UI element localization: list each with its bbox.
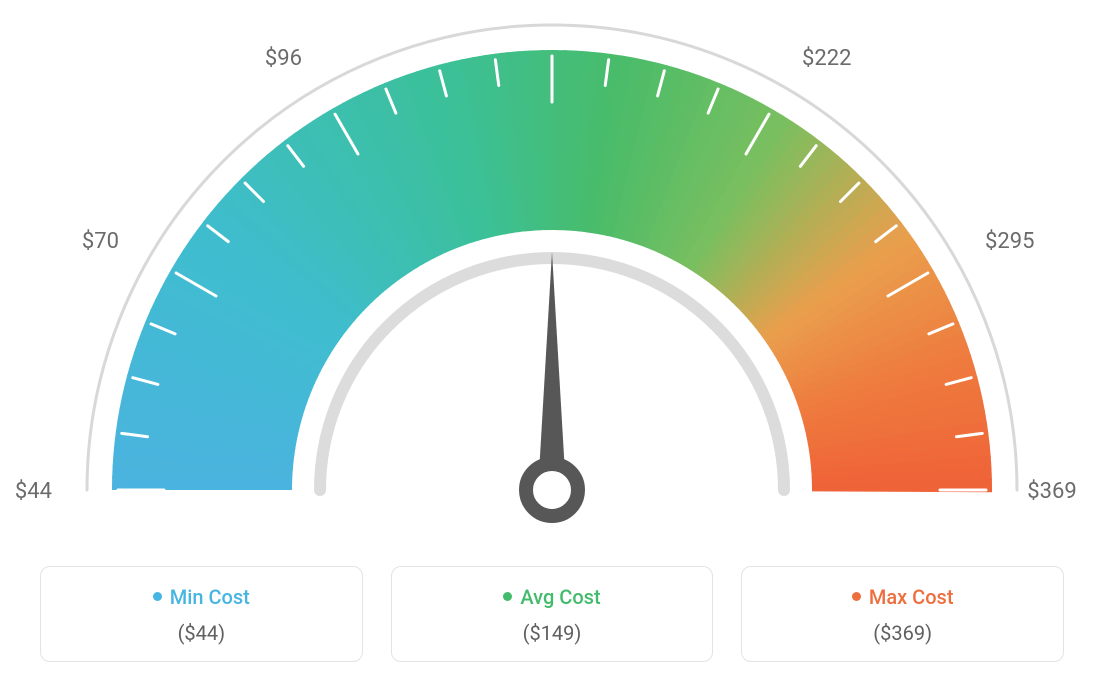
legend-max-title-text: Max Cost [869, 585, 954, 609]
legend-max-value: ($369) [752, 621, 1053, 645]
dot-icon [153, 592, 162, 601]
gauge-scale-label: $222 [802, 46, 851, 71]
legend-avg-title-text: Avg Cost [520, 585, 600, 609]
legend-card-min: Min Cost ($44) [40, 566, 363, 662]
dot-icon [503, 592, 512, 601]
dot-icon [852, 592, 861, 601]
legend-min-title: Min Cost [51, 585, 352, 609]
gauge-container: $44$70$96$149$222$295$369 [0, 0, 1104, 540]
legend-min-title-text: Min Cost [170, 585, 250, 609]
legend-row: Min Cost ($44) Avg Cost ($149) Max Cost … [40, 566, 1064, 662]
legend-card-avg: Avg Cost ($149) [391, 566, 714, 662]
gauge-scale-label: $70 [82, 229, 119, 254]
gauge-needle-hub [526, 464, 578, 516]
gauge-needle [538, 252, 566, 490]
legend-avg-title: Avg Cost [402, 585, 703, 609]
legend-avg-value: ($149) [402, 621, 703, 645]
legend-max-title: Max Cost [752, 585, 1053, 609]
legend-card-max: Max Cost ($369) [741, 566, 1064, 662]
gauge-scale-label: $44 [15, 479, 52, 504]
gauge-scale-label: $295 [985, 229, 1034, 254]
gauge-scale-label: $369 [1027, 479, 1076, 504]
legend-min-value: ($44) [51, 621, 352, 645]
gauge-scale-label: $96 [265, 46, 302, 71]
cost-gauge-chart: $44$70$96$149$222$295$369 [0, 0, 1104, 560]
